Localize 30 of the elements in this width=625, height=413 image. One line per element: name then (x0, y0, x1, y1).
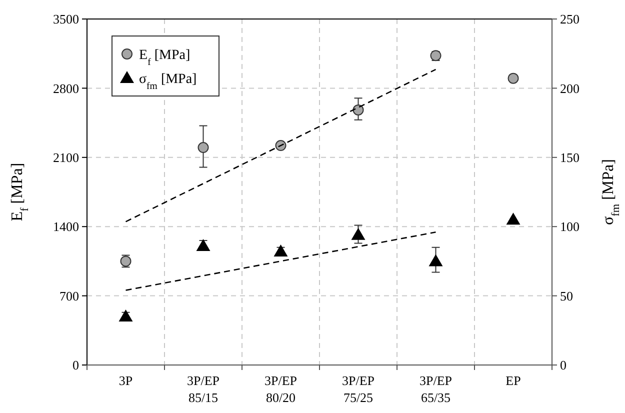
point (198, 142, 209, 154)
y2-tick-label: 150 (560, 150, 580, 165)
x-tick-label: 3P/EP 80/20 (264, 373, 298, 405)
x-tick-label: 3P/EP 85/15 (186, 373, 220, 405)
x-tick-label: 3P (118, 373, 133, 388)
y2-tick-label: 50 (560, 288, 573, 304)
y-tick-label: 2100 (53, 150, 79, 165)
point (428, 254, 443, 266)
legend-label: E$_{f}$ [MPa] (139, 48, 190, 68)
point (118, 310, 133, 322)
y-tick-label: 0 (72, 358, 79, 373)
legend-label: σ$_{fm}$ [MPa] (139, 72, 197, 92)
y2-tick-label: 100 (560, 219, 580, 234)
y-tick-label: 1400 (53, 219, 79, 234)
point (196, 238, 210, 251)
x-tick-label: EP (506, 373, 521, 388)
x-tick-label: 3P/EP 75/25 (342, 373, 375, 405)
point (352, 104, 364, 116)
point (351, 228, 366, 240)
point (275, 140, 286, 152)
point (508, 72, 519, 84)
y-tick-label: 2800 (53, 80, 79, 96)
point (506, 212, 520, 225)
y2-tick-label: 200 (560, 80, 580, 96)
point (274, 244, 288, 257)
x-tick-label: 3P/EP 65/35 (419, 373, 452, 405)
y-tick-label: 700 (60, 288, 79, 304)
y-tick-label: 3500 (53, 12, 79, 27)
y2-tick-label: 0 (560, 358, 566, 373)
y2-tick-label: 250 (560, 12, 580, 27)
